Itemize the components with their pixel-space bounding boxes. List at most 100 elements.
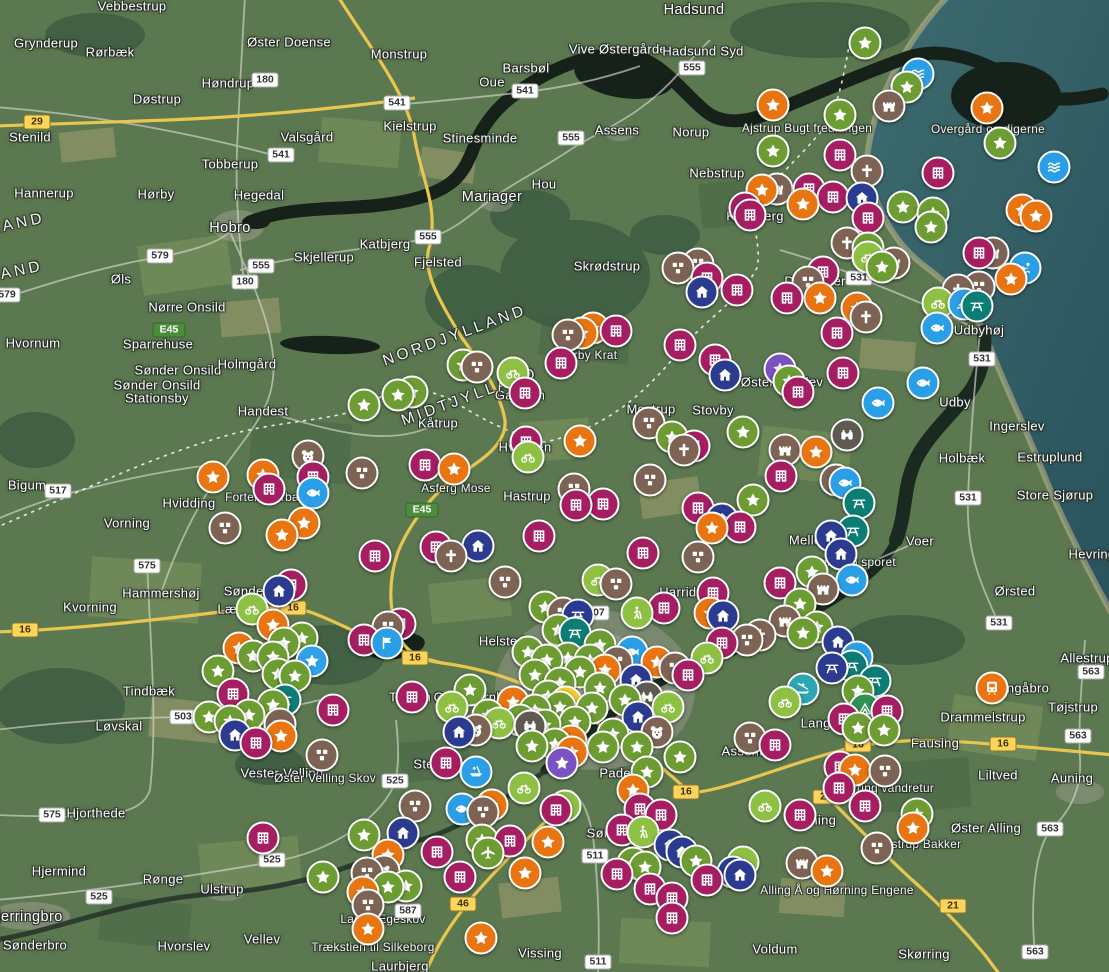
- map-marker-monument[interactable]: [599, 567, 633, 601]
- map-marker-attraction-star[interactable]: [196, 460, 230, 494]
- map-marker-museum[interactable]: [408, 448, 442, 482]
- map-marker-monument[interactable]: [305, 738, 339, 772]
- map-marker-viewpoint[interactable]: [830, 418, 864, 452]
- map-marker-museum[interactable]: [599, 314, 633, 348]
- map-marker-museum[interactable]: [733, 198, 767, 232]
- map-marker-museum[interactable]: [663, 328, 697, 362]
- map-marker-shelter[interactable]: [262, 574, 296, 608]
- map-marker-museum[interactable]: [252, 472, 286, 506]
- map-marker-nature-star[interactable]: [347, 388, 381, 422]
- map-marker-museum[interactable]: [720, 273, 754, 307]
- map-marker-attraction-star[interactable]: [810, 854, 844, 888]
- map-marker-church[interactable]: [849, 300, 883, 334]
- map-marker-attraction-star[interactable]: [970, 91, 1004, 125]
- map-marker-shelter[interactable]: [442, 715, 476, 749]
- map-marker-museum[interactable]: [358, 539, 392, 573]
- map-marker-violet-star[interactable]: [545, 746, 579, 780]
- map-marker-boating[interactable]: [459, 755, 493, 789]
- map-marker-train-station[interactable]: [975, 671, 1009, 705]
- map-marker-shelter[interactable]: [708, 358, 742, 392]
- map-marker-attraction-star[interactable]: [563, 424, 597, 458]
- map-marker-nature-star[interactable]: [586, 730, 620, 764]
- map-marker-fishing[interactable]: [920, 311, 954, 345]
- map-marker-attraction-star[interactable]: [1019, 199, 1053, 233]
- map-marker-cycling[interactable]: [507, 771, 541, 805]
- map-marker-cycling[interactable]: [748, 789, 782, 823]
- map-marker-museum[interactable]: [820, 316, 854, 350]
- map-marker-attraction-star[interactable]: [896, 811, 930, 845]
- map-marker-attraction-star[interactable]: [265, 518, 299, 552]
- map-marker-attraction-star[interactable]: [508, 856, 542, 890]
- map-marker-cycling[interactable]: [768, 685, 802, 719]
- map-marker-museum[interactable]: [429, 746, 463, 780]
- map-marker-museum[interactable]: [420, 835, 454, 869]
- map-marker-attraction-star[interactable]: [531, 825, 565, 859]
- map-marker-picnic-navy[interactable]: [815, 651, 849, 685]
- map-marker-airfield[interactable]: [471, 836, 505, 870]
- map-marker-museum[interactable]: [826, 356, 860, 390]
- map-marker-museum[interactable]: [395, 680, 429, 714]
- map-marker-beach[interactable]: [1037, 150, 1071, 184]
- map-marker-museum[interactable]: [921, 156, 955, 190]
- map-marker-attraction-star[interactable]: [437, 452, 471, 486]
- map-marker-museum[interactable]: [239, 726, 273, 760]
- map-marker-nature-star[interactable]: [865, 250, 899, 284]
- map-marker-monument[interactable]: [633, 463, 667, 497]
- map-marker-museum[interactable]: [559, 488, 593, 522]
- map-marker-monument[interactable]: [860, 831, 894, 865]
- map-marker-attraction-star[interactable]: [464, 921, 498, 955]
- map-marker-nature-star[interactable]: [756, 134, 790, 168]
- map-marker-fishing[interactable]: [906, 366, 940, 400]
- map-marker-museum[interactable]: [644, 798, 678, 832]
- map-marker-museum[interactable]: [316, 693, 350, 727]
- map-marker-monument[interactable]: [345, 456, 379, 490]
- map-marker-nature-star[interactable]: [823, 98, 857, 132]
- map-marker-attraction-star[interactable]: [695, 511, 729, 545]
- map-marker-museum[interactable]: [246, 821, 280, 855]
- map-marker-museum[interactable]: [600, 857, 634, 891]
- map-marker-attraction-star[interactable]: [799, 435, 833, 469]
- map-marker-attraction-star[interactable]: [756, 88, 790, 122]
- map-marker-museum[interactable]: [848, 789, 882, 823]
- map-marker-museum[interactable]: [962, 236, 996, 270]
- map-marker-shelter[interactable]: [723, 858, 757, 892]
- map-marker-museum[interactable]: [671, 658, 705, 692]
- map-marker-museum[interactable]: [781, 375, 815, 409]
- map-marker-nature-star[interactable]: [726, 415, 760, 449]
- map-marker-museum[interactable]: [758, 728, 792, 762]
- map-marker-nature-star[interactable]: [867, 713, 901, 747]
- map-marker-monument[interactable]: [681, 540, 715, 574]
- map-marker-attraction-star[interactable]: [351, 912, 385, 946]
- map-marker-fishing[interactable]: [296, 476, 330, 510]
- map-marker-museum[interactable]: [539, 793, 573, 827]
- map-marker-museum[interactable]: [443, 860, 477, 894]
- map-marker-church[interactable]: [667, 433, 701, 467]
- map-marker-nature-star[interactable]: [663, 740, 697, 774]
- map-marker-castle[interactable]: [872, 89, 906, 123]
- map-marker-monument[interactable]: [460, 350, 494, 384]
- map-marker-nature-star[interactable]: [983, 126, 1017, 160]
- map-marker-fishing[interactable]: [835, 563, 869, 597]
- map-marker-monument[interactable]: [661, 251, 695, 285]
- map-marker-nature-star[interactable]: [786, 616, 820, 650]
- map-marker-nature-star[interactable]: [914, 210, 948, 244]
- map-marker-nature-star[interactable]: [736, 483, 770, 517]
- map-marker-monument[interactable]: [208, 511, 242, 545]
- map-marker-monument[interactable]: [466, 795, 500, 829]
- map-marker-museum[interactable]: [816, 180, 850, 214]
- map-marker-church[interactable]: [434, 539, 468, 573]
- map-marker-monument[interactable]: [551, 318, 585, 352]
- map-marker-flag[interactable]: [370, 626, 404, 660]
- map-marker-fishing[interactable]: [861, 386, 895, 420]
- map-marker-attraction-star[interactable]: [786, 187, 820, 221]
- map-marker-museum[interactable]: [783, 798, 817, 832]
- map-marker-monument[interactable]: [868, 754, 902, 788]
- map-marker-museum[interactable]: [544, 346, 578, 380]
- map-marker-nature-star[interactable]: [381, 378, 415, 412]
- map-marker-picnic[interactable]: [960, 289, 994, 323]
- map-marker-hiking[interactable]: [620, 596, 654, 630]
- map-marker-attraction-star[interactable]: [994, 262, 1028, 296]
- map-marker-museum[interactable]: [626, 536, 660, 570]
- map-marker-nature-star[interactable]: [886, 190, 920, 224]
